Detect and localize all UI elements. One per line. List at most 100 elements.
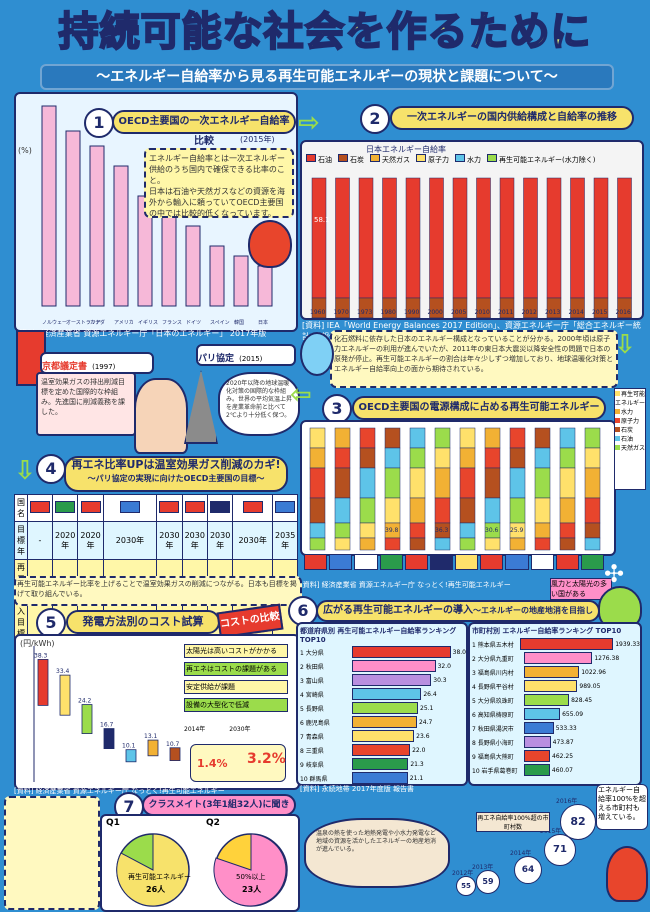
sec2-bar-seg [429,297,444,318]
sec2-bar-seg [311,177,327,299]
ranking-value: 24.7 [418,718,433,726]
section-7-panel: Q1 Q2 再生可能エネルギー 26人 50%以上 23人 [100,814,300,912]
ranking-row: 3 福島県川内村 1022.96 [472,666,640,678]
sec5-bar [103,728,115,749]
sec3-bar-seg [409,497,426,524]
kyoto-year: (1997) [92,363,116,371]
fire-mascot-2 [606,846,648,902]
sec2-bar-seg [358,297,374,318]
sec3-bar-seg [484,447,501,469]
sec3-bar-seg [434,467,451,499]
ranking-row: 7 青森県 23.6 [300,730,466,742]
pie-1-slice [116,833,190,907]
sec3-bar-seg [459,427,476,449]
ranking-name: 10 群馬県 [300,775,328,783]
sec3-bar-seg [409,522,426,539]
flag-icon [530,554,554,570]
sec1-bar [185,225,201,307]
sec4-cell: 2035年 [271,521,299,560]
ranking-value: 21.1 [409,774,424,782]
sec2-bar-seg [617,177,632,299]
sec2-chart: 1960 1970 1973 1980 1990 2000 2005 2010 2011 2012… [310,177,632,318]
sec3-bar-seg [459,537,476,551]
sec2-bar-seg [405,177,421,299]
section-2-legend: 石油 石炭 天然ガス 原子力 水力 再生可能エネルギー(水力除く) [306,154,636,164]
section-2-heading: 一次エネルギーの国内供給構成と自給率の推移 [390,106,634,130]
sec3-bar-seg [334,467,351,499]
ranking-value: 1276.38 [594,654,620,662]
ranking-bar [352,744,411,756]
ranking-row: 10 岩手県葛巻町 460.07 [472,764,640,776]
sec1-xlabel: ノルウェー [42,319,67,326]
ranking-bar [524,708,561,720]
paris-year: (2015) [239,355,263,363]
section-4-sub: 〜パリ協定の実現に向けたOECD主要国の目標〜 [87,474,265,483]
sec3-legend-item: 再生可能エネルギー [615,391,646,407]
sec2-bar-seg [358,177,374,299]
flag-icon [184,501,205,513]
sec2-xlabel: 2010 [475,309,490,316]
ranking-bar [352,730,415,742]
sec3-bar-seg [559,447,576,469]
sec4-flag-cell [232,494,273,522]
sec1-xlabel: フランス [162,320,182,326]
sec3-bar-seg [509,427,526,449]
section-5-pct-2014: 1.4% [197,757,228,770]
sec3-bar-seg [559,427,576,449]
ranking-row: 8 三重県 22.0 [300,744,466,756]
sec3-bar-seg [359,497,376,524]
paris-cloud: 2020年以降の地球温暖化対策の国際的な枠組み。世界の平均気温上昇を産業革命前と… [218,372,300,436]
section-1-note-box: エネルギー自給率とは一次エネルギー供給のうち国内で確保できる比率のこと。 日本は… [144,148,294,218]
section-3-legend: 再生可能エネルギー 水力 原子力 石炭 石油 天然ガス [614,388,646,490]
flag-icon [210,501,231,513]
paris-label: パリ協定 [198,354,235,364]
sec3-bar-seg [384,497,401,524]
onsen-text: 温泉の熱を使った地熱発電や小水力発電など地域の資源を活かしたエネルギーの地産地消… [316,830,437,853]
sec3-bar-seg [434,537,451,551]
section-5-source: [資料] 経済産業省 資源エネルギー庁 なっとく!再生可能エネルギー [14,787,225,795]
sec3-bar-seg [584,522,601,539]
sec2-bar-seg [452,297,468,318]
ranking-name: 2 大分県九重町 [472,655,514,663]
section-4-note: 再生可能エネルギー比率を上げることで温室効果ガスの削減につながる。日本も目標を掲… [17,580,297,598]
growth-bubble: 82 [560,804,596,840]
sec4-flag-cell [271,494,299,522]
sec2-legend-item: 再生可能エネルギー(水力除く) [487,154,595,164]
sec3-bar-seg [534,497,551,524]
sec4-flag-cell [77,494,104,522]
sec3-bar-seg [309,467,326,499]
growth-year: 2012年 [452,870,474,877]
sec4-cell: 2030年 [102,521,158,560]
sec5-chart: 38.3 33.4 24.2 16.7 10.1 13.1 10.7 [33,646,181,782]
sec3-bar-seg [309,522,326,539]
ranking-row: 10 群馬県 21.1 [300,772,466,784]
section-6-heading: 広がる再生可能エネルギーの導入〜エネルギーの地産地消を目指して〜 [316,600,600,633]
sec2-bar-seg [593,297,609,318]
pie-2-count: 23人 [242,885,262,894]
flag-icon [30,501,50,513]
sec2-xlabel: 2005 [451,309,466,316]
sec1-xlabel: カナダ [90,319,105,326]
sec5-bar [59,674,71,716]
sec2-xlabel: 2012 [522,309,537,316]
sec3-bar-seg [409,427,426,449]
ranking-value: 32.0 [437,662,451,670]
sec3-bar-seg [559,467,576,499]
sec2-bar-seg [429,177,444,299]
girl-illustration [134,378,188,454]
sec2-bar-seg [382,177,397,299]
ranking-value: 462.25 [552,752,574,760]
growth-bubble: 55 [456,876,476,896]
fire-mascot [248,220,292,268]
sec2-first-value: 58.1 [314,216,330,224]
sec3-bar-seg [334,427,351,449]
section-5-pct-box: 1.4% 3.2% [190,744,286,782]
sec5-note: 安定供給が課題 [184,680,288,694]
ranking-name: 1 熊本県五木村 [472,641,514,649]
pie-1-count: 26人 [146,885,166,894]
ranking-bar [352,716,417,728]
section-7-heading: クラスメイト(3年1組32人)に聞きました! [142,794,296,828]
sec5-note: 再エネはコストの課題がある [184,662,288,676]
sec2-xlabel: 1973 [357,309,372,316]
flag-icon [242,501,263,513]
